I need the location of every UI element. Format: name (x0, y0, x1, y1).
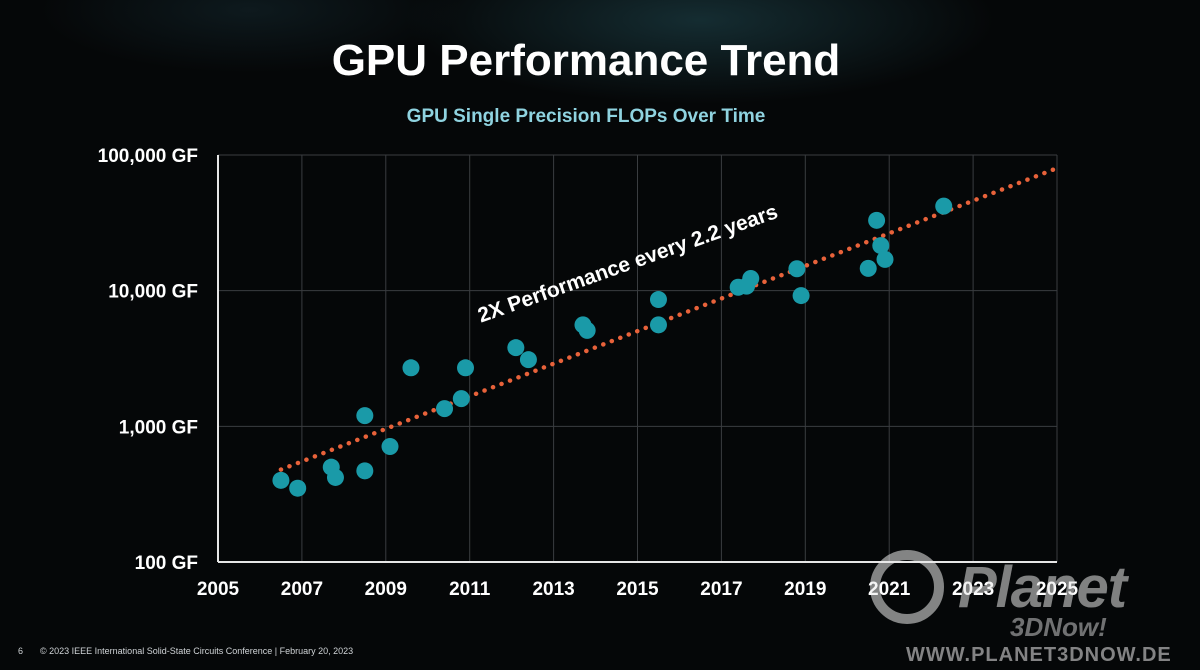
data-point (402, 359, 420, 377)
chart-grid (218, 154, 1058, 562)
data-point (649, 316, 667, 334)
data-point (792, 287, 810, 305)
data-point (519, 351, 537, 369)
watermark: Planet 3DNow! WWW.PLANET3DNOW.DE (870, 540, 1200, 670)
slide-title: GPU Performance Trend (331, 36, 841, 85)
annotation-group: 2X Performance every 2.2 years (475, 200, 781, 327)
data-point (289, 479, 307, 497)
data-points (272, 197, 953, 497)
trendline-group (278, 165, 1060, 472)
x-tick-label: 2011 (449, 579, 491, 600)
data-point (649, 291, 667, 309)
data-point (742, 269, 760, 287)
y-tick-label: 10,000 GF (108, 282, 198, 303)
data-point (457, 359, 475, 377)
data-point (381, 438, 399, 456)
trendline-label: 2X Performance every 2.2 years (475, 200, 781, 327)
x-tick-label: 2013 (532, 579, 574, 600)
data-point (326, 468, 344, 486)
data-point (788, 260, 806, 278)
data-point (935, 197, 953, 215)
data-point (356, 462, 374, 480)
page-number: 6 (18, 646, 24, 656)
x-axis-labels: 2005 2007 2009 2011 2013 2015 2017 2019 2021 2023… (197, 579, 1079, 600)
y-axis-labels: 100 GF 1,000 GF 10,000 GF 100,000 GF (98, 146, 198, 574)
footer-text: © 2023 IEEE International Solid-State Ci… (40, 646, 354, 656)
x-tick-label: 2025 (1036, 579, 1079, 600)
x-tick-label: 2023 (952, 579, 994, 600)
data-point (578, 321, 596, 339)
data-point (868, 211, 886, 229)
data-point (859, 259, 877, 277)
x-tick-label: 2017 (700, 579, 742, 600)
data-point (872, 237, 890, 255)
x-tick-label: 2009 (365, 579, 407, 600)
data-point (272, 471, 290, 489)
watermark-logo-ring (870, 550, 944, 624)
y-tick-label: 100,000 GF (98, 146, 198, 167)
data-point (356, 407, 374, 425)
chart-subtitle: GPU Single Precision FLOPs Over Time (406, 106, 766, 127)
data-point (452, 390, 470, 408)
trendline (278, 165, 1060, 472)
x-tick-label: 2007 (281, 579, 323, 600)
watermark-brand: Planet (958, 555, 1127, 620)
data-point (876, 250, 894, 268)
y-tick-label: 1,000 GF (119, 417, 198, 438)
x-tick-label: 2015 (616, 579, 659, 600)
data-point (507, 339, 525, 357)
x-tick-label: 2005 (197, 579, 240, 600)
watermark-url: WWW.PLANET3DNOW.DE (906, 644, 1172, 666)
header-background (0, 0, 1200, 140)
x-tick-label: 2019 (784, 579, 826, 600)
y-tick-label: 100 GF (135, 553, 198, 574)
watermark-sub: 3DNow! (1010, 612, 1107, 642)
data-point (436, 400, 454, 418)
